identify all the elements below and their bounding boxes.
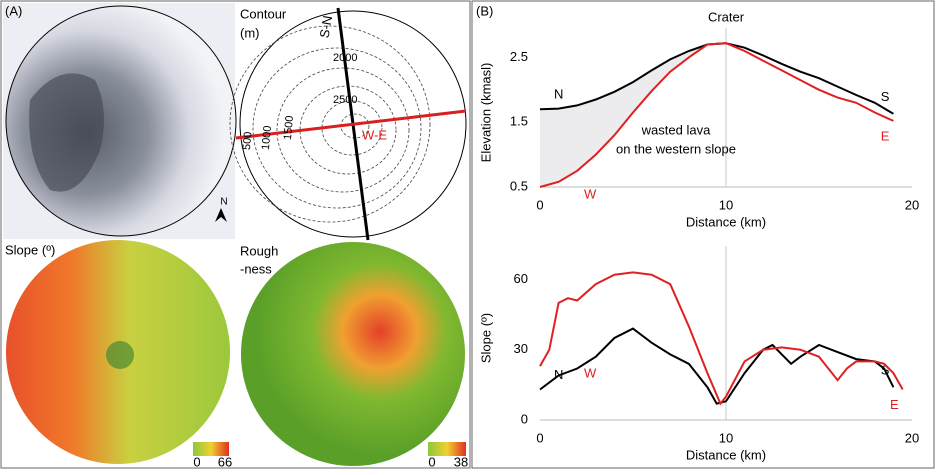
chart-title: Crater — [708, 9, 745, 24]
colorbar-label: 66 — [218, 454, 232, 469]
series-end-label: E — [881, 128, 890, 143]
crater-low-slope — [106, 341, 134, 369]
annotation: on the western slope — [616, 141, 736, 156]
y-tick-label: 0 — [521, 411, 528, 426]
colorbar-label: 0 — [193, 454, 200, 469]
series-line — [539, 327, 895, 405]
slope-title: Slope (º) — [5, 242, 55, 257]
roughness-map — [241, 242, 465, 466]
north-label: N — [220, 197, 227, 208]
y-tick-label: 2.5 — [510, 49, 528, 64]
x-tick-label: 0 — [536, 197, 543, 212]
north-arrow — [215, 208, 227, 222]
series-start-label: N — [554, 367, 563, 382]
rough-title: Rough — [240, 243, 278, 258]
we-profile — [235, 109, 467, 140]
series-line — [539, 271, 904, 406]
contours — [229, 25, 431, 223]
contour-title: Contour — [240, 6, 287, 21]
colorbar-label: 38 — [454, 454, 468, 469]
panel-a-frame — [0, 0, 471, 469]
series-start-label: W — [584, 186, 597, 201]
x-tick-label: 10 — [719, 430, 733, 445]
y-tick-label: 30 — [514, 341, 528, 356]
panel-a-label: (A) — [5, 3, 22, 18]
annotation: wasted lava — [641, 122, 711, 137]
series-start-label: W — [584, 366, 597, 381]
series-end-label: S — [881, 363, 890, 378]
contour-label: 2000 — [333, 52, 357, 64]
x-axis-label: Distance (km) — [686, 447, 766, 462]
contour-title: (m) — [240, 25, 260, 40]
series-start-label: N — [554, 87, 563, 102]
slope-colorbar — [193, 442, 229, 456]
y-tick-label: 60 — [514, 271, 528, 286]
sn-label: S-N — [317, 14, 336, 39]
shaded-area — [540, 44, 708, 188]
y-tick-label: 0.5 — [510, 178, 528, 193]
contour-label: 1500 — [282, 115, 296, 140]
y-tick-label: 1.5 — [510, 114, 528, 129]
dark-lava — [29, 73, 104, 192]
colorbar-label: 0 — [428, 454, 435, 469]
series-end-label: E — [890, 397, 899, 412]
x-tick-label: 0 — [536, 430, 543, 445]
x-tick-label: 10 — [719, 197, 733, 212]
y-axis-label: Elevation (kmasl) — [478, 63, 493, 163]
we-label: W-E — [362, 127, 387, 142]
contour-label: 500 — [241, 131, 255, 150]
rough-title: -ness — [240, 261, 272, 276]
x-axis-label: Distance (km) — [686, 214, 766, 229]
rough-colorbar — [428, 442, 466, 456]
contour-label: 1000 — [260, 125, 274, 150]
contour-label: 2500 — [333, 94, 357, 106]
series-end-label: S — [881, 89, 890, 104]
x-tick-label: 20 — [905, 430, 919, 445]
y-axis-label: Slope (º) — [478, 313, 493, 363]
x-tick-label: 20 — [905, 197, 919, 212]
series-line — [539, 42, 894, 188]
panel-b-frame — [471, 0, 935, 469]
panel-b-label: (B) — [476, 3, 493, 18]
